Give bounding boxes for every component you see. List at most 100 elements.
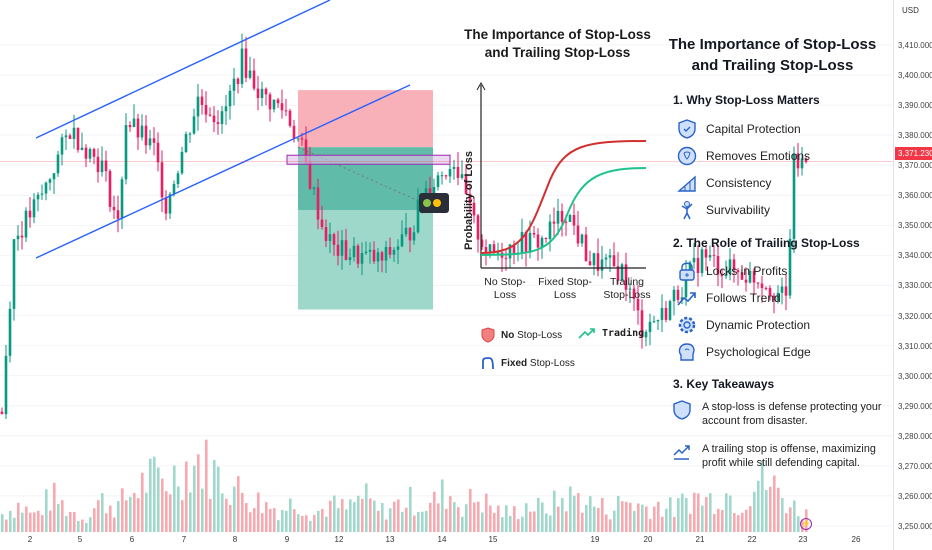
candle-body: [276, 99, 280, 104]
candle-body: [92, 149, 96, 157]
volume-bar: [141, 472, 144, 532]
candle-body: [52, 173, 56, 180]
volume-bar: [593, 506, 596, 532]
candle-body: [440, 175, 444, 177]
volume-bar: [677, 498, 680, 532]
last-price-label: 3,371.230: [895, 147, 932, 160]
trend-up-icon: [677, 288, 697, 308]
candle-body: [760, 283, 764, 289]
volume-bar: [553, 490, 556, 532]
candle-body: [368, 249, 372, 252]
candle-body: [456, 167, 460, 178]
volume-bar: [117, 500, 120, 532]
volume-bar: [173, 465, 176, 532]
candle-body: [208, 114, 212, 116]
volume-bar: [381, 503, 384, 532]
candle-body: [592, 253, 596, 266]
takeaway-text: A stop-loss is defense protecting your a…: [702, 401, 882, 427]
price-tick: 3,400.000: [898, 71, 932, 81]
volume-bar: [253, 508, 256, 532]
volume-bar: [65, 516, 68, 532]
candle-body: [784, 286, 788, 296]
candle-body: [476, 215, 480, 240]
volume-bar: [517, 519, 520, 532]
volume-bar: [777, 487, 780, 532]
volume-bar: [57, 504, 60, 532]
volume-bar: [721, 510, 724, 532]
time-tick: 2: [27, 535, 33, 544]
candle-body: [616, 266, 620, 281]
price-tick: 3,260.000: [898, 491, 932, 501]
volume-bar: [693, 492, 696, 532]
volume-bar: [193, 465, 196, 532]
price-tick: 3,330.000: [898, 281, 932, 291]
candle-body: [504, 257, 508, 259]
lightning-icon[interactable]: ⚡: [800, 518, 812, 530]
candle-body: [336, 244, 340, 256]
volume-bar: [585, 505, 588, 532]
candle-body: [428, 188, 432, 196]
panel-title: The Importance of Stop-Loss and Trailing…: [668, 36, 877, 74]
candle-body: [716, 256, 720, 275]
candle-body: [604, 257, 608, 260]
volume-bar: [709, 493, 712, 532]
candle-body: [568, 215, 572, 222]
candle-body: [136, 118, 140, 138]
candle-body: [264, 88, 268, 95]
candle-body: [0, 411, 4, 415]
candle-body: [508, 244, 512, 259]
candle-body: [80, 147, 84, 151]
candle-body: [388, 246, 392, 255]
volume-bar: [565, 511, 568, 532]
price-axis[interactable]: [893, 0, 932, 550]
item-label: Survivability: [706, 203, 771, 217]
volume-bar: [97, 500, 100, 532]
list-item: Follows Trend: [677, 288, 781, 308]
candle-body: [636, 298, 640, 311]
volume-bar: [413, 515, 416, 532]
fixed-stop-loss-curve: [480, 167, 647, 256]
x-label-fixed-stop-loss: Fixed Stop-Loss: [538, 276, 592, 301]
candle-body: [792, 153, 796, 239]
candle-body: [180, 151, 184, 174]
candle-body: [764, 288, 768, 290]
price-tick: 3,370.000: [898, 161, 932, 171]
candle-body: [532, 232, 536, 235]
volume-bar: [205, 439, 208, 532]
candle-body: [736, 270, 740, 273]
volume-bar: [501, 517, 504, 532]
volume-bar: [705, 497, 708, 532]
volume-bar: [213, 460, 216, 532]
candle-body: [712, 255, 716, 257]
shield-icon: [673, 400, 693, 420]
candle-body: [740, 272, 744, 280]
candle-body: [584, 234, 588, 262]
volume-bar: [613, 510, 616, 532]
candle-body: [220, 111, 224, 124]
candle-body: [360, 253, 364, 264]
candle-body: [392, 249, 396, 255]
volume-bar: [465, 504, 468, 532]
volume-bar: [149, 458, 152, 532]
candle-body: [328, 234, 332, 241]
volume-bar: [217, 466, 220, 532]
legend-text: Stop-Loss: [517, 329, 563, 341]
volume-bar: [477, 501, 480, 532]
person-icon: [677, 200, 697, 220]
volume-bar: [357, 495, 360, 532]
candle-body: [796, 153, 800, 169]
probability-curves: Probability of Loss: [463, 81, 647, 269]
list-item: Locks in Profits: [677, 261, 787, 281]
volume-bar: [297, 514, 300, 532]
candle-body: [804, 158, 808, 162]
volume-bar: [37, 510, 40, 532]
list-item: Removes Emotions: [677, 146, 810, 166]
volume-bar: [189, 492, 192, 532]
candle-body: [228, 90, 232, 107]
candle-body: [400, 234, 404, 247]
candle-body: [256, 88, 260, 99]
candle-body: [348, 257, 352, 260]
candle-body: [48, 179, 52, 183]
volume-bar: [769, 486, 772, 532]
